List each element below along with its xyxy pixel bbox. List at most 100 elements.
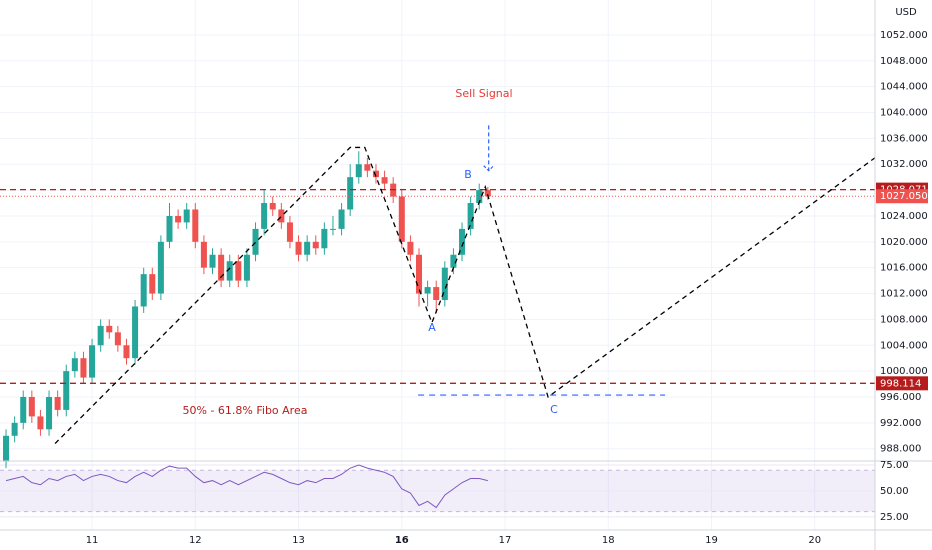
y-tick-label: 1052.000 xyxy=(880,30,928,41)
x-tick-label: 19 xyxy=(705,535,718,546)
candle-body xyxy=(398,196,405,242)
candle-body xyxy=(415,254,423,294)
candle-body xyxy=(54,396,61,410)
candle-body xyxy=(149,274,156,294)
candle-body xyxy=(140,274,147,307)
y-tick-label: 25.00 xyxy=(880,512,909,523)
candle-body xyxy=(132,306,139,359)
y-tick-label: 988.000 xyxy=(880,444,921,455)
candle-body xyxy=(37,416,44,430)
last-price-label: 1027.050 xyxy=(880,191,928,202)
point-c: C xyxy=(550,403,558,416)
candle-body xyxy=(209,254,216,268)
sell-signal: Sell Signal xyxy=(455,87,512,100)
candle-body xyxy=(329,228,336,230)
candle-body xyxy=(338,209,345,229)
candle-body xyxy=(269,203,276,210)
candle-body xyxy=(381,177,388,184)
y-tick-label: 50.00 xyxy=(880,486,909,497)
candle-body xyxy=(441,267,448,301)
candle-body xyxy=(114,332,121,346)
candle-body xyxy=(183,209,190,223)
candle-body xyxy=(226,261,233,281)
candle-body xyxy=(97,325,104,346)
candle-body xyxy=(3,435,10,462)
fibo-label: 50% - 61.8% Fibo Area xyxy=(183,404,308,417)
candle-body xyxy=(372,170,379,178)
candle-body xyxy=(407,241,414,255)
candle-body xyxy=(278,209,285,223)
candle-body xyxy=(312,241,319,249)
currency-box xyxy=(887,4,927,20)
y-tick-label: 1040.000 xyxy=(880,108,928,119)
candle-body xyxy=(433,287,440,301)
y-tick-label: 1000.000 xyxy=(880,366,928,377)
x-tick-label: 18 xyxy=(602,535,615,546)
candle-body xyxy=(200,241,207,268)
x-tick-label: 13 xyxy=(292,535,305,546)
y-tick-label: 1036.000 xyxy=(880,133,928,144)
rsi-line xyxy=(5,464,488,509)
plot xyxy=(0,125,876,509)
candle-body xyxy=(46,396,53,430)
point-a: A xyxy=(428,321,436,334)
candle-body xyxy=(166,215,173,242)
candle-body xyxy=(192,209,199,242)
x-tick-label: 12 xyxy=(189,535,202,546)
y-tick-label: 1020.000 xyxy=(880,237,928,248)
y-tick-label: 1008.000 xyxy=(880,314,928,325)
candle-body xyxy=(286,222,293,242)
candle-body xyxy=(157,241,164,294)
y-tick-label: 1016.000 xyxy=(880,263,928,274)
candle-body xyxy=(243,254,250,281)
candle-body xyxy=(106,325,113,333)
y-tick-label: 1024.000 xyxy=(880,211,928,222)
candle-body xyxy=(11,422,18,436)
x-tick-label: 11 xyxy=(86,535,99,546)
y-tick-label: 1004.000 xyxy=(880,340,928,351)
candle-body xyxy=(80,358,87,378)
y-tick-label: 992.000 xyxy=(880,418,921,429)
candle-body xyxy=(261,203,268,229)
candle-body xyxy=(304,241,311,255)
candle-body xyxy=(123,345,130,359)
level-label-box xyxy=(876,376,928,391)
candle-body xyxy=(450,254,457,268)
candle-body xyxy=(175,215,182,223)
candle-body xyxy=(218,254,225,281)
candle-body xyxy=(20,396,27,423)
currency: USD xyxy=(895,7,917,18)
last-price-box xyxy=(876,189,928,204)
y-tick-label: 1012.000 xyxy=(880,289,928,300)
grid xyxy=(0,0,875,530)
x-tick-label: 16 xyxy=(395,535,409,546)
candle-body xyxy=(321,228,328,249)
candle-body xyxy=(476,190,483,204)
candle-body xyxy=(89,345,96,378)
candle-body xyxy=(347,177,354,210)
level-label: 998.114 xyxy=(880,378,921,389)
candle-body xyxy=(63,371,70,410)
candle-body xyxy=(459,228,466,255)
y-tick-label: 1048.000 xyxy=(880,56,928,67)
x-tick-label: 17 xyxy=(499,535,512,546)
candle-body xyxy=(355,164,362,178)
y-tick-label: 75.00 xyxy=(880,460,909,471)
candle-body xyxy=(364,164,371,171)
y-tick-label: 1044.000 xyxy=(880,82,928,93)
y-tick-label: 996.000 xyxy=(880,392,921,403)
candle-body xyxy=(484,190,491,197)
point-b: B xyxy=(464,168,472,181)
pattern-line xyxy=(54,146,876,445)
candle-body xyxy=(235,261,242,281)
y-tick-label: 1032.000 xyxy=(880,159,928,170)
candle-body xyxy=(467,203,474,229)
candle-body xyxy=(252,228,259,255)
x-tick-label: 20 xyxy=(808,535,821,546)
candle-body xyxy=(71,358,78,372)
axes: 988.000 992.000 996.000 1000.000 1004.000 100… xyxy=(86,30,928,546)
arrow-head xyxy=(483,165,495,172)
candle-body xyxy=(295,241,302,255)
